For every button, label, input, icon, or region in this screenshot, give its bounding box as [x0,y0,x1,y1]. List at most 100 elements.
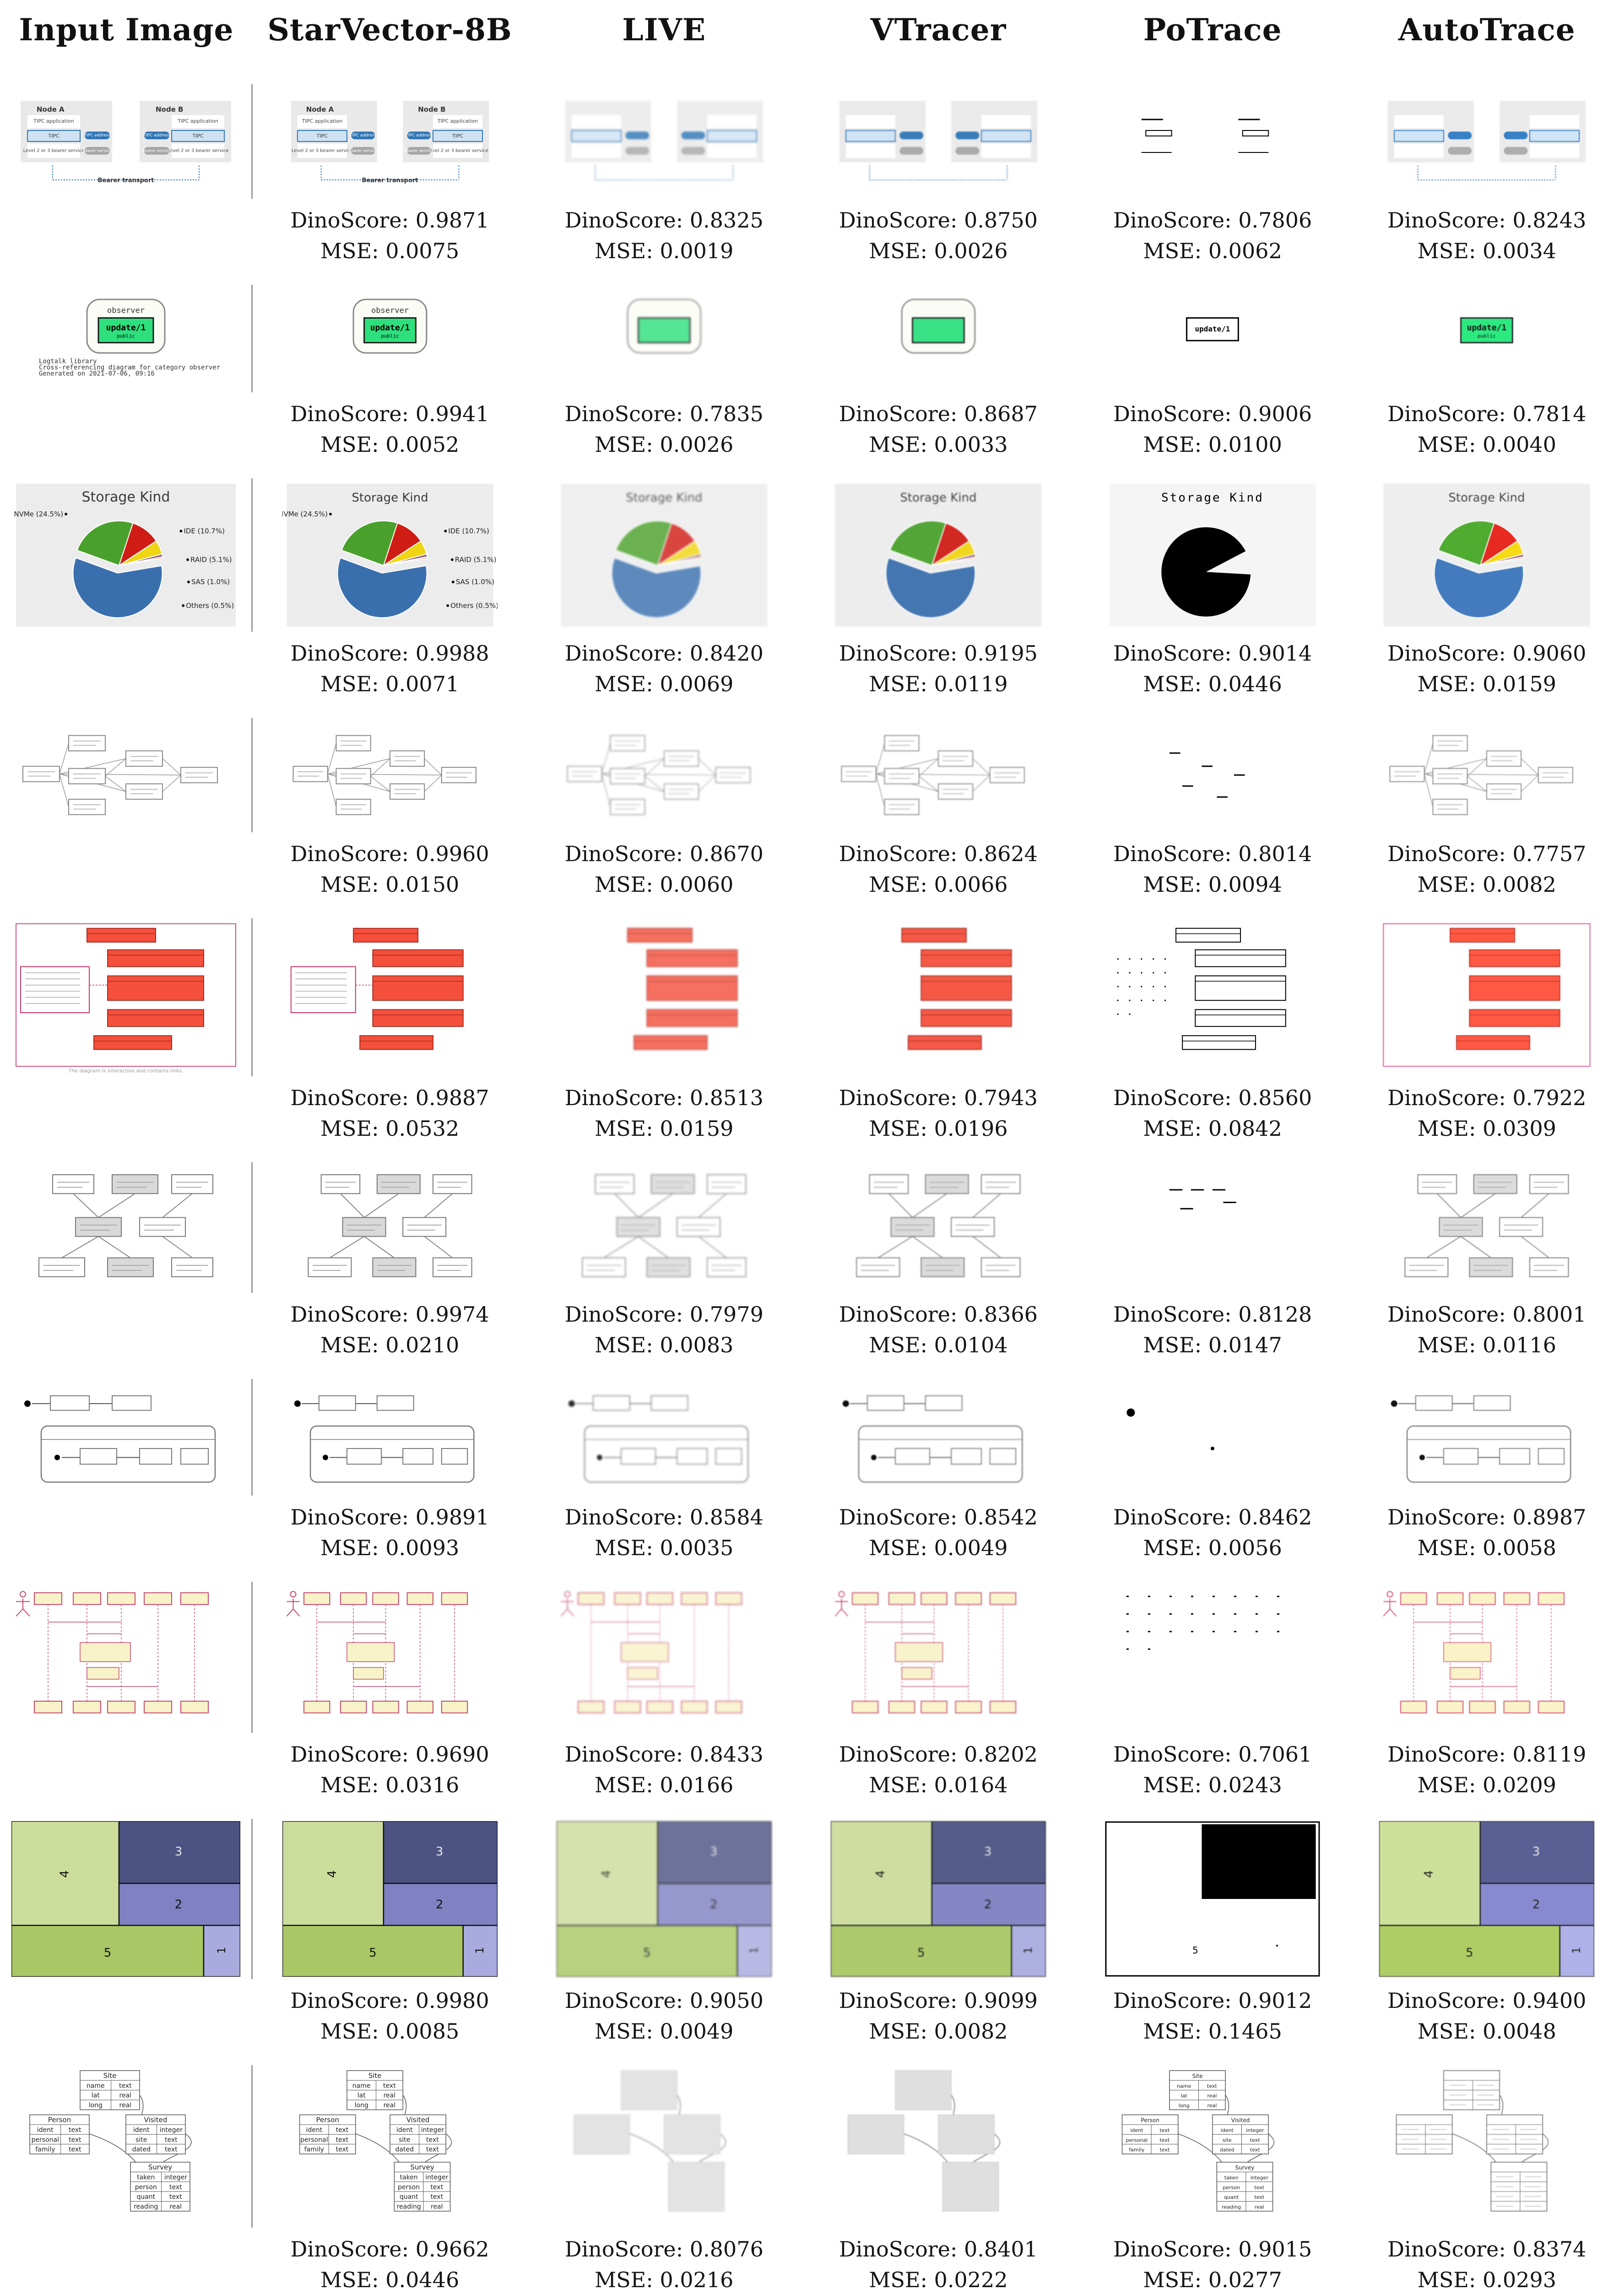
mse-line: MSE: 0.0243 [1076,1770,1350,1801]
svg-text:real: real [383,2092,395,2099]
svg-text:Level 2 or 3 bearer service: Level 2 or 3 bearer service [167,148,228,153]
small-gray-flowchart-thumb-pt [1169,752,1245,798]
dino-score-label: DinoScore: [839,1085,958,1110]
svg-text:integer: integer [425,2174,448,2181]
score-cell: DinoScore: 0.9014 MSE: 0.0446 [1076,638,1350,706]
mse-line: MSE: 0.0100 [1076,429,1350,460]
dino-score-label: DinoScore: [564,1988,683,2013]
thumbnail-canvas [11,1584,240,1730]
dino-score-line: DinoScore: 0.9980 [253,1985,527,2016]
mse-label: MSE: [1143,1116,1202,1141]
mse-line: MSE: 0.0164 [801,1770,1075,1801]
dino-score-label: DinoScore: [564,1085,683,1110]
svg-text:Person: Person [316,2116,339,2124]
mse-label: MSE: [320,671,379,696]
result-thumbnail-starvector-8b-gray-block-flowchart [253,1162,527,1293]
red-class-diagram-thumb-at [1383,923,1591,1067]
score-cell: DinoScore: 0.9662 MSE: 0.0446 [253,2234,527,2289]
svg-text:Storage Kind: Storage Kind [1161,491,1264,505]
mse-value: 0.0033 [934,432,1008,457]
storage-kind-pie-chart-thumb-pt: Storage Kind [1109,483,1316,627]
mse-line: MSE: 0.0019 [527,236,801,266]
result-thumbnail-starvector-8b-storage-kind-pie-chart: Storage Kind NVMe (24.5%) IDE (10.7%) RAID … [253,478,527,632]
red-class-diagram-thumb-input: The diagram is interactive and contains … [15,923,236,1074]
state-machine-diagram-thumb-live [568,1395,749,1483]
svg-text:TIPC address: TIPC address [143,133,170,138]
svg-text:text: text [1250,2137,1260,2143]
mse-line: MSE: 0.0150 [253,869,527,900]
mse-line: MSE: 0.0216 [527,2265,801,2289]
score-cell: DinoScore: 0.9871 MSE: 0.0075 [253,205,527,273]
svg-text:text: text [426,2136,439,2143]
figure-row-small-gray-flowchart: DinoScore: 0.9960 MSE: 0.0150 DinoScore: 0… [0,718,1624,906]
column-header-autotrace: AutoTrace [1398,12,1575,48]
uml-sequence-diagram-thumb-pt [1126,1595,1280,1650]
dino-score-value: 0.8243 [1512,208,1586,233]
column-header-row: Input Image StarVector-8B LIVE VTracer PoTra… [0,0,1624,72]
svg-text:5: 5 [1466,1946,1474,1960]
mse-value: 0.0119 [934,671,1008,696]
mse-line: MSE: 0.0035 [527,1533,801,1563]
svg-text:Survey: Survey [410,2163,434,2171]
dino-score-value: 0.8014 [1238,841,1312,866]
result-thumbnail-starvector-8b-treemap: 4 3 2 5 1 [253,1819,527,1979]
dino-score-value: 0.8401 [964,2237,1038,2262]
mse-value: 0.0532 [385,1116,460,1141]
svg-text:family: family [304,2146,324,2153]
score-cell: DinoScore: 0.7806 MSE: 0.0062 [1076,205,1350,273]
thumbnail-canvas: 4 3 2 5 1 [1379,1821,1595,1977]
thumbnail-canvas [831,1165,1046,1291]
mse-label: MSE: [1417,2018,1476,2044]
svg-text:dated: dated [1220,2147,1234,2153]
dino-score-label: DinoScore: [1113,1085,1232,1110]
thumbnail-canvas [1379,921,1594,1074]
dino-score-label: DinoScore: [564,2237,683,2262]
result-thumbnail-vtracer-er-schema-diagram [801,2065,1075,2228]
result-thumbnail-potrace-gray-block-flowchart [1076,1162,1350,1293]
result-thumbnail-live-storage-kind-pie-chart: Storage Kind [527,478,801,632]
svg-text:1: 1 [747,1947,760,1954]
mse-line: MSE: 0.0093 [253,1533,527,1563]
thumbnail-canvas [11,720,240,830]
dino-score-value: 0.7814 [1512,401,1586,426]
svg-text:public: public [117,333,135,339]
dino-score-label: DinoScore: [290,641,409,666]
thumbnail-canvas [557,921,772,1074]
mse-value: 0.0216 [660,2267,734,2289]
dino-score-value: 0.7061 [1238,1742,1312,1767]
mse-label: MSE: [869,432,928,457]
svg-text:update/1: update/1 [1467,323,1507,333]
dino-score-line: DinoScore: 0.7979 [527,1299,801,1330]
mse-line: MSE: 0.0159 [527,1113,801,1144]
dino-score-value: 0.9980 [415,1988,489,2013]
svg-text:text: text [68,2136,81,2143]
dino-score-line: DinoScore: 0.9974 [253,1299,527,1330]
dino-score-value: 0.9988 [415,641,489,666]
svg-text:Node B: Node B [418,105,445,114]
dino-score-label: DinoScore: [1113,641,1232,666]
svg-text:Level 2 or 3 bearer service: Level 2 or 3 bearer service [292,148,353,153]
svg-text:public: public [1478,333,1496,339]
input-thumbnail-storage-kind-pie-chart: Storage Kind NVMe (24.5%) IDE (10.7%) RAID … [0,478,253,632]
figure-row-red-class-diagram: The diagram is interactive and contains … [0,918,1624,1150]
score-cell: DinoScore: 0.8366 MSE: 0.0104 [801,1299,1075,1367]
svg-text:lat: lat [1181,2093,1188,2099]
dino-score-value: 0.7757 [1512,841,1586,866]
mse-line: MSE: 0.0293 [1350,2265,1624,2289]
mse-line: MSE: 0.0066 [801,869,1075,900]
thumbnail-canvas: 4 3 2 5 1 [282,1821,498,1977]
score-cell: DinoScore: 0.8128 MSE: 0.0147 [1076,1299,1350,1367]
svg-text:1: 1 [1570,1947,1583,1954]
gray-block-flowchart-thumb-input [38,1174,213,1277]
dino-score-value: 0.7943 [964,1085,1038,1110]
mse-label: MSE: [320,432,379,457]
row-scores: DinoScore: 0.9662 MSE: 0.0446 DinoScore: 0… [0,2234,1624,2289]
mse-value: 0.0026 [660,432,734,457]
svg-text:Storage Kind: Storage Kind [1449,491,1525,505]
dino-score-label: DinoScore: [839,1988,958,2013]
state-machine-diagram-thumb-input [24,1395,216,1483]
tipc-architecture-diagram-thumb-input: Node A TIPC application TIPC Level 2 or 3 b… [20,101,231,184]
dino-score-line: DinoScore: 0.8687 [801,399,1075,429]
svg-text:real: real [119,2102,131,2109]
